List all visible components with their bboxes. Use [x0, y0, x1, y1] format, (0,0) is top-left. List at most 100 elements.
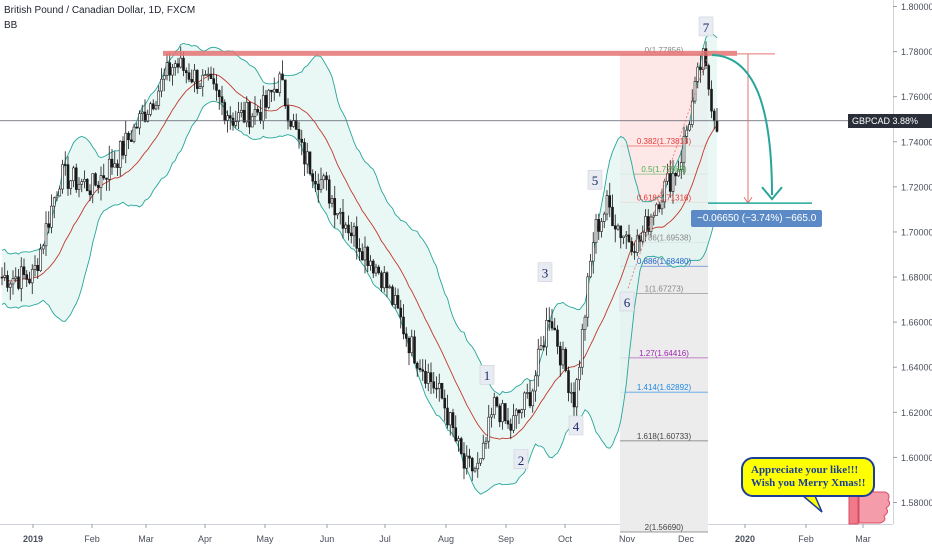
candle-body: [182, 57, 185, 71]
candle-body: [531, 390, 535, 407]
candle-body: [602, 213, 606, 222]
candle-body: [184, 70, 188, 74]
forecast-arrow: [711, 53, 773, 196]
candle-body: [710, 88, 713, 112]
candle-body: [250, 116, 254, 128]
candle-body: [160, 78, 163, 92]
candle-body: [426, 372, 430, 384]
candle-body: [91, 173, 95, 196]
candle-body: [514, 409, 518, 417]
candle-body: [226, 115, 229, 121]
candle-body: [11, 278, 15, 285]
candle-body: [391, 286, 394, 305]
candle-body: [248, 102, 251, 128]
candle-body: [435, 387, 438, 390]
candle-body: [649, 216, 653, 232]
candle-body: [195, 69, 199, 89]
candle-body: [451, 412, 455, 429]
candle-body: [311, 173, 315, 182]
candle-body: [462, 453, 466, 469]
candle-body: [517, 409, 521, 414]
candle-body: [380, 272, 383, 289]
candle-body: [374, 266, 378, 274]
candle-body: [457, 438, 460, 442]
candle-body: [176, 63, 180, 68]
time-tick-label: Sep: [498, 534, 514, 544]
candle-body: [349, 232, 353, 237]
candle-body: [94, 173, 97, 186]
bollinger-bands: [1, 32, 718, 495]
candle-body: [459, 438, 463, 454]
time-tick-label: Aug: [438, 534, 454, 544]
candle-body: [402, 316, 405, 335]
candle-body: [300, 138, 304, 143]
candle-body: [162, 75, 166, 80]
candle-body: [256, 109, 260, 113]
current-price-symbol: GBPCAD 3.88%: [852, 116, 919, 126]
candle-body: [501, 403, 504, 423]
candle-body: [578, 366, 581, 381]
candle-body: [534, 375, 537, 392]
candle-body: [36, 264, 40, 272]
candle-body: [157, 90, 161, 106]
candle-body: [55, 195, 59, 199]
price-tick-label: 1.70000: [901, 227, 932, 237]
candle-body: [83, 179, 86, 182]
candle-body: [242, 109, 246, 123]
wave-label-box: [479, 364, 495, 385]
candle-body: [99, 175, 103, 188]
candle-body: [586, 276, 590, 318]
candle-body: [369, 260, 372, 266]
candle-body: [388, 286, 392, 289]
candle-body: [520, 409, 524, 414]
time-tick-label: 2020: [735, 534, 755, 544]
candle-body: [52, 197, 56, 207]
candle-body: [371, 260, 375, 274]
candle-body: [481, 442, 485, 459]
candle-body: [407, 338, 411, 354]
candle-body: [498, 405, 502, 423]
candle-body: [96, 184, 100, 188]
candle-body: [633, 251, 636, 253]
candle-body: [316, 183, 320, 191]
candle-body: [696, 66, 700, 82]
price-tick-label: 1.80000: [901, 2, 932, 12]
candle-body: [644, 216, 647, 233]
candle-body: [699, 66, 702, 70]
bb-basis-line: [1, 73, 718, 440]
candle-body: [509, 423, 513, 431]
candle-body: [336, 213, 339, 216]
candle-body: [173, 63, 177, 68]
candle-body: [228, 115, 232, 119]
fibonacci-labels: 0(1.77856) 0.382(1.73813) 0.5(1.72565) 0.61…: [637, 46, 692, 532]
fib-level-label: 0.5(1.72565): [641, 165, 687, 174]
candle-body: [118, 140, 122, 168]
indicator-label[interactable]: BB: [4, 20, 18, 31]
candle-body: [41, 245, 45, 250]
wave-label: 5: [592, 173, 599, 188]
current-price-tag: GBPCAD 3.88% 1.74931: [848, 114, 932, 140]
candle-body: [473, 468, 477, 472]
candle-body: [418, 367, 422, 371]
wave-label: 6: [624, 295, 631, 310]
candle-body: [503, 403, 507, 422]
candle-body: [80, 181, 84, 185]
candle-body: [360, 251, 364, 261]
candle-body: [292, 120, 295, 127]
candle-body: [608, 195, 612, 208]
candle-body: [146, 114, 150, 122]
candle-body: [327, 179, 331, 204]
candle-body: [550, 321, 554, 329]
wave-label-box: [513, 449, 529, 470]
candle-body: [539, 345, 543, 350]
candle-body: [341, 211, 345, 229]
candle-body: [589, 260, 592, 278]
candle-body: [127, 132, 130, 141]
candle-body: [140, 111, 144, 115]
candle-body: [204, 74, 207, 76]
price-tick-label: 1.72000: [901, 182, 932, 192]
candle-body: [85, 179, 89, 192]
candle-body: [66, 164, 70, 189]
current-price-value: 1.74931: [896, 130, 929, 140]
